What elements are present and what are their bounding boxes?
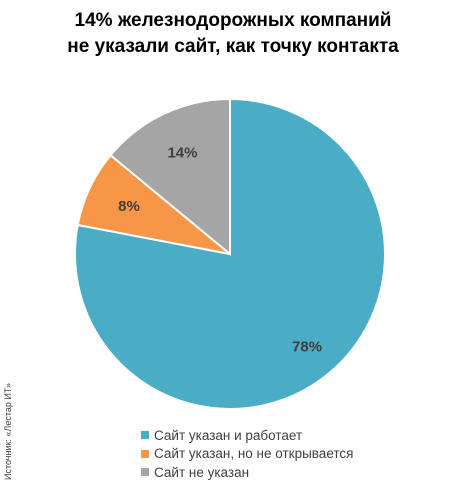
legend-item-not-opening: Сайт указан, но не открывается [141, 445, 353, 464]
legend: Сайт указан и работает Сайт указан, но н… [141, 426, 353, 482]
legend-label: Сайт не указан [154, 464, 250, 480]
legend-swatch [141, 468, 149, 477]
legend-label: Сайт указан и работает [154, 427, 303, 443]
legend-label: Сайт указан, но не открывается [154, 446, 354, 462]
source-note: Источник: «Лестар ИТ» [3, 383, 13, 480]
pie-slice-1 [74, 97, 386, 410]
chart-title-line-2: не указали сайт, как точку контакта [67, 36, 399, 57]
legend-item-not-specified: Сайт не указан [141, 463, 353, 482]
pie-data-label-1: 78% [292, 339, 322, 356]
pie-data-label-3: 14% [167, 145, 197, 162]
pie-data-label-2: 8% [118, 198, 140, 215]
legend-swatch [141, 431, 149, 440]
legend-item-works: Сайт указан и работает [141, 426, 353, 445]
chart-title-line-1: 14% железнодорожных компаний [74, 10, 392, 31]
chart-title: 14% железнодорожных компаний не указали … [0, 8, 466, 60]
legend-swatch [141, 449, 149, 458]
pie-slice-3 [109, 97, 231, 257]
